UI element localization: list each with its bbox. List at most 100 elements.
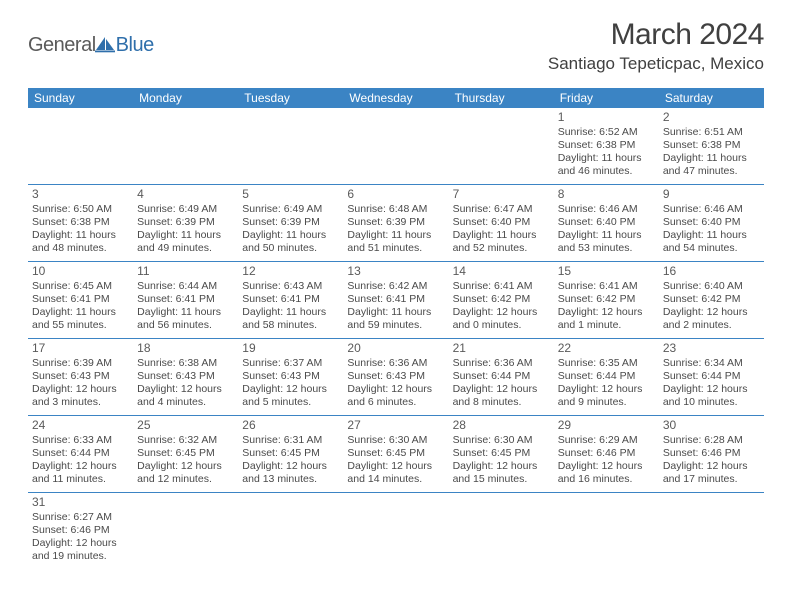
daylight-line: Daylight: 12 hours and 19 minutes. [32, 537, 129, 563]
weekday-cell: Monday [133, 88, 238, 108]
daylight-line: Daylight: 11 hours and 59 minutes. [347, 306, 444, 332]
week-row: 10Sunrise: 6:45 AMSunset: 6:41 PMDayligh… [28, 262, 764, 339]
sunrise-line: Sunrise: 6:42 AM [347, 280, 444, 293]
day-cell: 24Sunrise: 6:33 AMSunset: 6:44 PMDayligh… [28, 416, 133, 492]
day-cell: 3Sunrise: 6:50 AMSunset: 6:38 PMDaylight… [28, 185, 133, 261]
weekday-cell: Wednesday [343, 88, 448, 108]
empty-cell [133, 108, 238, 184]
sunrise-line: Sunrise: 6:49 AM [242, 203, 339, 216]
daylight-line: Daylight: 11 hours and 55 minutes. [32, 306, 129, 332]
day-number: 2 [663, 110, 760, 125]
day-number: 19 [242, 341, 339, 356]
sunset-line: Sunset: 6:40 PM [558, 216, 655, 229]
sunset-line: Sunset: 6:39 PM [242, 216, 339, 229]
daylight-line: Daylight: 12 hours and 15 minutes. [453, 460, 550, 486]
daylight-line: Daylight: 12 hours and 10 minutes. [663, 383, 760, 409]
sunrise-line: Sunrise: 6:31 AM [242, 434, 339, 447]
day-number: 4 [137, 187, 234, 202]
day-cell: 17Sunrise: 6:39 AMSunset: 6:43 PMDayligh… [28, 339, 133, 415]
sunset-line: Sunset: 6:41 PM [32, 293, 129, 306]
weekday-cell: Friday [554, 88, 659, 108]
sunrise-line: Sunrise: 6:36 AM [347, 357, 444, 370]
week-row: 31Sunrise: 6:27 AMSunset: 6:46 PMDayligh… [28, 493, 764, 569]
daylight-line: Daylight: 12 hours and 0 minutes. [453, 306, 550, 332]
logo: General Blue [28, 18, 154, 57]
sunset-line: Sunset: 6:46 PM [32, 524, 129, 537]
sunrise-line: Sunrise: 6:48 AM [347, 203, 444, 216]
day-cell: 4Sunrise: 6:49 AMSunset: 6:39 PMDaylight… [133, 185, 238, 261]
day-cell: 30Sunrise: 6:28 AMSunset: 6:46 PMDayligh… [659, 416, 764, 492]
daylight-line: Daylight: 11 hours and 46 minutes. [558, 152, 655, 178]
day-number: 31 [32, 495, 129, 510]
day-cell: 26Sunrise: 6:31 AMSunset: 6:45 PMDayligh… [238, 416, 343, 492]
sunset-line: Sunset: 6:44 PM [32, 447, 129, 460]
day-cell: 14Sunrise: 6:41 AMSunset: 6:42 PMDayligh… [449, 262, 554, 338]
day-number: 30 [663, 418, 760, 433]
day-cell: 9Sunrise: 6:46 AMSunset: 6:40 PMDaylight… [659, 185, 764, 261]
sunrise-line: Sunrise: 6:51 AM [663, 126, 760, 139]
day-number: 13 [347, 264, 444, 279]
sunrise-line: Sunrise: 6:29 AM [558, 434, 655, 447]
sunrise-line: Sunrise: 6:46 AM [558, 203, 655, 216]
sunrise-line: Sunrise: 6:38 AM [137, 357, 234, 370]
week-row: 1Sunrise: 6:52 AMSunset: 6:38 PMDaylight… [28, 108, 764, 185]
day-number: 21 [453, 341, 550, 356]
weekday-header-row: SundayMondayTuesdayWednesdayThursdayFrid… [28, 88, 764, 108]
day-number: 26 [242, 418, 339, 433]
title-block: March 2024 Santiago Tepeticpac, Mexico [548, 18, 764, 74]
sunrise-line: Sunrise: 6:43 AM [242, 280, 339, 293]
sunrise-line: Sunrise: 6:50 AM [32, 203, 129, 216]
day-cell: 31Sunrise: 6:27 AMSunset: 6:46 PMDayligh… [28, 493, 133, 569]
day-number: 16 [663, 264, 760, 279]
sunset-line: Sunset: 6:44 PM [453, 370, 550, 383]
day-number: 20 [347, 341, 444, 356]
sunrise-line: Sunrise: 6:46 AM [663, 203, 760, 216]
sunset-line: Sunset: 6:38 PM [663, 139, 760, 152]
day-number: 6 [347, 187, 444, 202]
sunset-line: Sunset: 6:43 PM [32, 370, 129, 383]
weekday-cell: Thursday [449, 88, 554, 108]
empty-cell [554, 493, 659, 569]
daylight-line: Daylight: 12 hours and 16 minutes. [558, 460, 655, 486]
daylight-line: Daylight: 12 hours and 12 minutes. [137, 460, 234, 486]
empty-cell [659, 493, 764, 569]
sunset-line: Sunset: 6:41 PM [242, 293, 339, 306]
empty-cell [343, 493, 448, 569]
day-number: 29 [558, 418, 655, 433]
day-cell: 2Sunrise: 6:51 AMSunset: 6:38 PMDaylight… [659, 108, 764, 184]
day-cell: 16Sunrise: 6:40 AMSunset: 6:42 PMDayligh… [659, 262, 764, 338]
day-number: 8 [558, 187, 655, 202]
daylight-line: Daylight: 12 hours and 4 minutes. [137, 383, 234, 409]
daylight-line: Daylight: 11 hours and 48 minutes. [32, 229, 129, 255]
day-number: 24 [32, 418, 129, 433]
sail-icon [94, 35, 116, 58]
sunrise-line: Sunrise: 6:34 AM [663, 357, 760, 370]
day-cell: 19Sunrise: 6:37 AMSunset: 6:43 PMDayligh… [238, 339, 343, 415]
week-row: 3Sunrise: 6:50 AMSunset: 6:38 PMDaylight… [28, 185, 764, 262]
daylight-line: Daylight: 12 hours and 14 minutes. [347, 460, 444, 486]
day-number: 22 [558, 341, 655, 356]
day-number: 18 [137, 341, 234, 356]
weekday-cell: Saturday [659, 88, 764, 108]
day-number: 3 [32, 187, 129, 202]
sunset-line: Sunset: 6:41 PM [347, 293, 444, 306]
sunset-line: Sunset: 6:45 PM [347, 447, 444, 460]
sunset-line: Sunset: 6:43 PM [347, 370, 444, 383]
sunrise-line: Sunrise: 6:30 AM [347, 434, 444, 447]
sunrise-line: Sunrise: 6:35 AM [558, 357, 655, 370]
sunset-line: Sunset: 6:38 PM [558, 139, 655, 152]
week-row: 24Sunrise: 6:33 AMSunset: 6:44 PMDayligh… [28, 416, 764, 493]
empty-cell [238, 108, 343, 184]
day-number: 15 [558, 264, 655, 279]
sunset-line: Sunset: 6:43 PM [242, 370, 339, 383]
day-number: 5 [242, 187, 339, 202]
sunrise-line: Sunrise: 6:36 AM [453, 357, 550, 370]
sunset-line: Sunset: 6:39 PM [347, 216, 444, 229]
daylight-line: Daylight: 12 hours and 1 minute. [558, 306, 655, 332]
sunset-line: Sunset: 6:40 PM [663, 216, 760, 229]
daylight-line: Daylight: 12 hours and 8 minutes. [453, 383, 550, 409]
day-cell: 29Sunrise: 6:29 AMSunset: 6:46 PMDayligh… [554, 416, 659, 492]
sunrise-line: Sunrise: 6:49 AM [137, 203, 234, 216]
day-number: 27 [347, 418, 444, 433]
empty-cell [343, 108, 448, 184]
